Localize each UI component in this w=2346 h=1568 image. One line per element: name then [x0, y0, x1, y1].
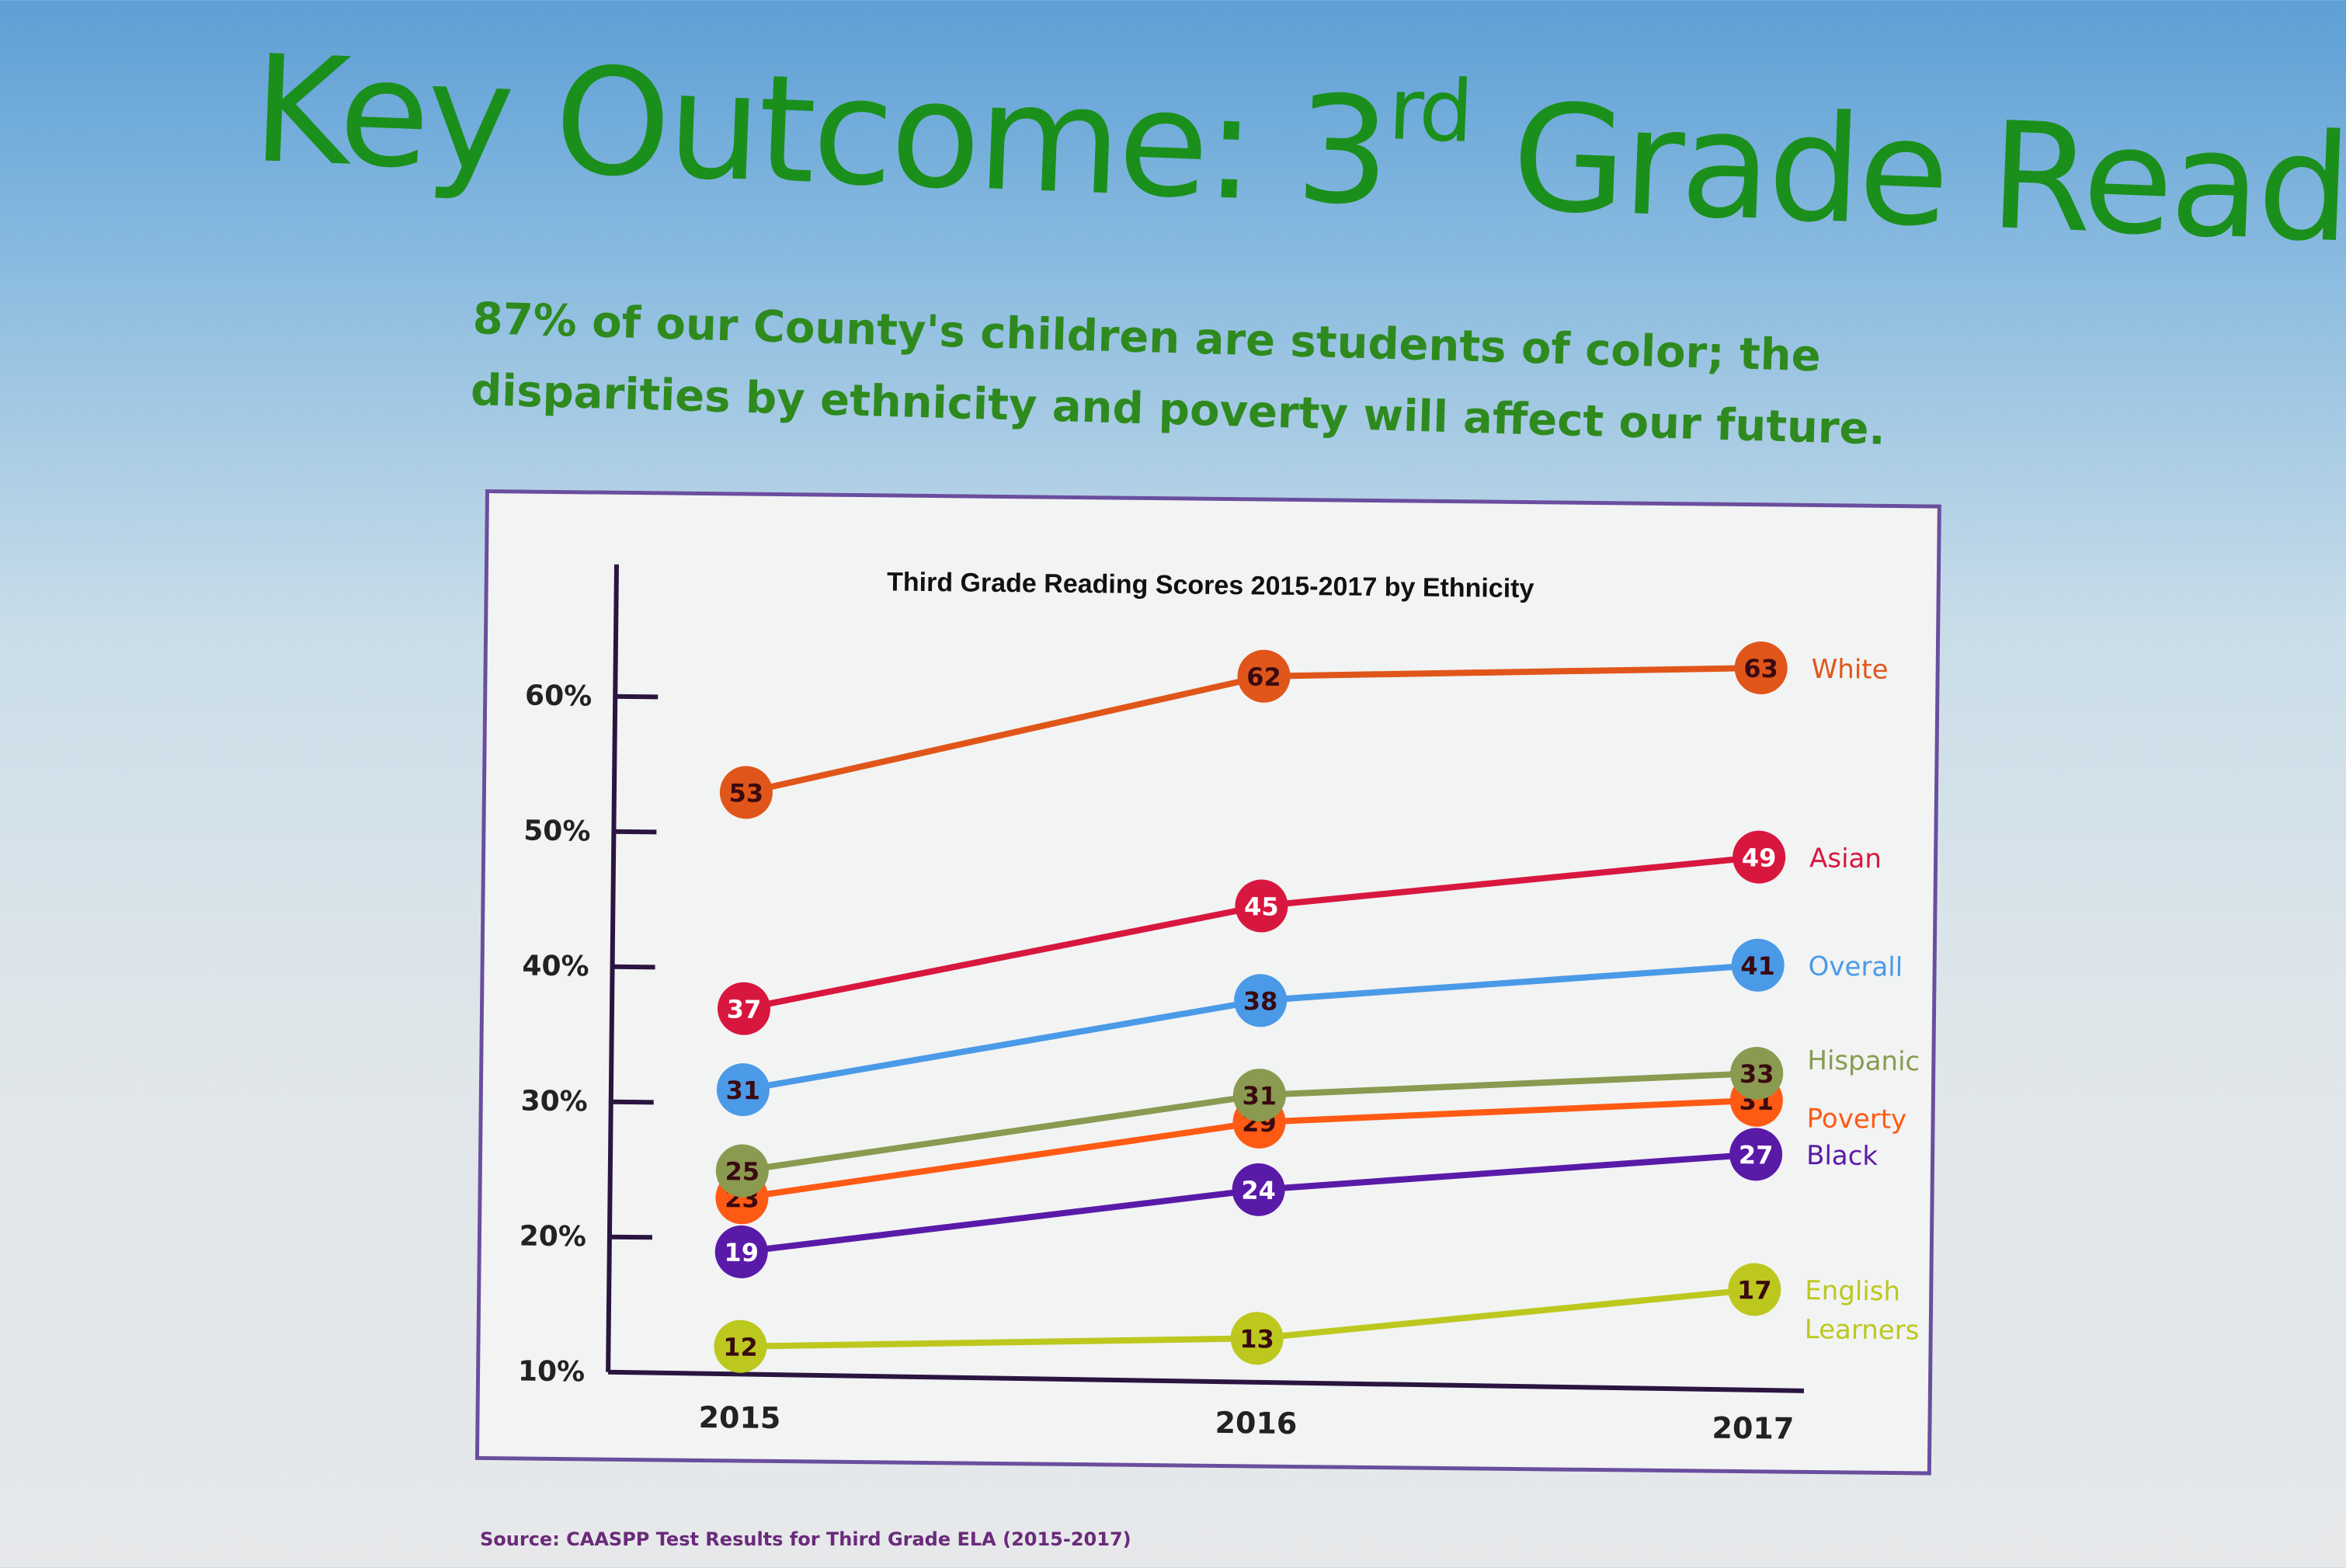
- data-label: 38: [1243, 986, 1278, 1016]
- y-tick-label: 30%: [520, 1086, 588, 1118]
- data-label: 13: [1239, 1324, 1274, 1354]
- data-label: 33: [1740, 1059, 1774, 1089]
- source-note: Source: CAASPP Test Results for Third Gr…: [480, 1528, 1131, 1550]
- data-label: 19: [724, 1238, 759, 1267]
- y-tick: [613, 829, 657, 835]
- data-point: [716, 1063, 770, 1117]
- data-point: [718, 982, 771, 1035]
- data-point: [714, 1225, 768, 1278]
- legend-label: Hispanic: [1807, 1045, 1920, 1078]
- data-label: 27: [1739, 1140, 1774, 1170]
- x-tick-label: 2015: [698, 1400, 780, 1435]
- chart-frame: Third Grade Reading Scores 2015-2017 by …: [474, 489, 1941, 1476]
- title-superscript: rd: [1386, 59, 1472, 162]
- data-point: [1730, 1046, 1784, 1100]
- x-tick-label: 2017: [1712, 1411, 1794, 1446]
- y-tick-label: 60%: [525, 680, 593, 713]
- y-tick-label: 10%: [518, 1356, 586, 1389]
- data-label: 25: [725, 1156, 759, 1186]
- legend-label: White: [1811, 654, 1888, 686]
- data-point: [1734, 641, 1788, 695]
- data-point: [719, 766, 773, 819]
- data-label: 12: [723, 1332, 758, 1361]
- line-chart: Third Grade Reading Scores 2015-2017 by …: [518, 564, 1920, 1446]
- data-label: 63: [1743, 654, 1778, 683]
- legend-label: Learners: [1805, 1314, 1920, 1347]
- data-point: [1235, 879, 1288, 933]
- data-point: [715, 1144, 769, 1198]
- slide-title: Key Outcome: 3rd Grade Reading: [250, 23, 2346, 283]
- legend-label: Poverty: [1806, 1103, 1906, 1135]
- x-axis: [608, 1369, 1804, 1393]
- y-tick: [612, 964, 655, 970]
- data-point: [1234, 974, 1288, 1027]
- data-label: 31: [725, 1076, 760, 1105]
- y-tick: [609, 1234, 652, 1240]
- slide-subtitle: 87% of our County's children are student…: [470, 293, 1886, 455]
- data-point: [1230, 1312, 1284, 1365]
- data-label: 49: [1742, 843, 1777, 872]
- legend-label: English: [1805, 1275, 1900, 1307]
- data-label: 45: [1244, 892, 1279, 921]
- y-tick-label: 40%: [522, 951, 589, 983]
- y-tick-label: 20%: [520, 1221, 587, 1253]
- data-label: 17: [1737, 1275, 1772, 1305]
- data-point: [1232, 1069, 1286, 1122]
- data-label: 41: [1740, 951, 1775, 981]
- data-point: [1733, 830, 1786, 884]
- data-label: 53: [728, 778, 763, 808]
- title-tail: Grade Reading: [1509, 71, 2346, 284]
- legend-label: Black: [1806, 1140, 1879, 1172]
- data-label: 31: [1242, 1081, 1277, 1111]
- data-label: 24: [1241, 1176, 1276, 1205]
- chart-title: Third Grade Reading Scores 2015-2017 by …: [887, 567, 1534, 603]
- x-tick-label: 2016: [1215, 1406, 1297, 1441]
- data-point: [1729, 1128, 1783, 1181]
- data-point: [1731, 938, 1785, 992]
- legend-label: Overall: [1808, 951, 1903, 982]
- legend-label: Asian: [1809, 843, 1882, 874]
- title-main: Key Outcome: 3: [249, 23, 1391, 238]
- y-tick-label: 50%: [523, 815, 591, 848]
- data-point: [1728, 1263, 1781, 1316]
- data-label: 37: [727, 994, 762, 1024]
- data-point: [1237, 649, 1291, 703]
- data-point: [1232, 1163, 1285, 1216]
- data-point: [714, 1319, 767, 1373]
- data-label: 62: [1246, 662, 1281, 691]
- y-tick: [610, 1099, 654, 1105]
